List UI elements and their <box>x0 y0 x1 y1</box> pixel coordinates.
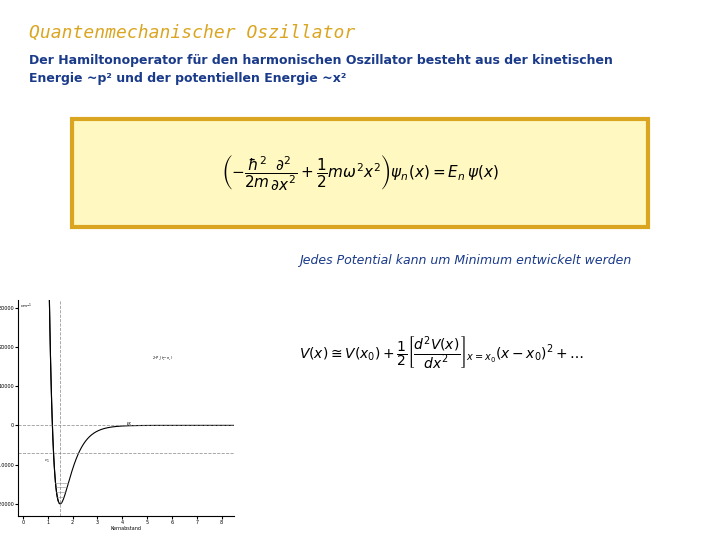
FancyBboxPatch shape <box>72 119 648 227</box>
Text: Jedes Potential kann um Minimum entwickelt werden: Jedes Potential kann um Minimum entwicke… <box>299 254 631 267</box>
Text: $V(x) \cong V(x_0) + \dfrac{1}{2}\left[\dfrac{d^2V(x)}{dx^2}\right]_{x=x_0}(x-x_: $V(x) \cong V(x_0) + \dfrac{1}{2}\left[\… <box>299 335 584 372</box>
Text: $E_K$: $E_K$ <box>126 420 132 428</box>
X-axis label: Kernabstand: Kernabstand <box>110 526 142 531</box>
Text: $2^3P_3(t_1^{-1}n_1)$: $2^3P_3(t_1^{-1}n_1)$ <box>152 355 174 363</box>
Text: Der Hamiltonoperator für den harmonischen Oszillator besteht aus der kinetischen: Der Hamiltonoperator für den harmonische… <box>29 54 613 85</box>
Text: cm$^{-1}$: cm$^{-1}$ <box>20 302 32 311</box>
Text: $\left(-\dfrac{\hbar^2}{2m}\dfrac{\partial^2}{\partial x^2} + \dfrac{1}{2}m\omeg: $\left(-\dfrac{\hbar^2}{2m}\dfrac{\parti… <box>221 153 499 192</box>
Text: Quantenmechanischer Oszillator: Quantenmechanischer Oszillator <box>29 24 355 42</box>
Text: $c_1$: $c_1$ <box>44 457 50 465</box>
